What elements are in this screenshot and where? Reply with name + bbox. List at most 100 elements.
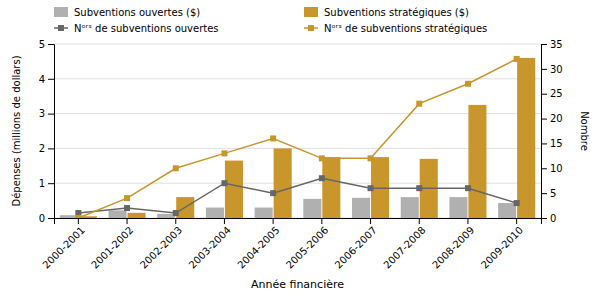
tick: 2004-2005 — [235, 218, 281, 271]
tick-mark — [541, 94, 547, 95]
tick-mark — [175, 218, 176, 224]
tick-label: 2 — [39, 143, 45, 154]
tick-label: 2001-2002 — [89, 224, 135, 270]
tick-label: 1 — [39, 178, 45, 189]
tick-mark — [541, 119, 547, 120]
bar — [322, 157, 340, 218]
legend-marker — [58, 25, 64, 31]
line-series — [75, 175, 519, 216]
marker — [416, 101, 422, 107]
tick: 1 — [39, 178, 54, 189]
tick: 15 — [541, 138, 563, 149]
bar — [498, 203, 516, 218]
tick-mark — [78, 218, 79, 224]
marker — [173, 165, 179, 171]
tick-mark — [419, 218, 420, 224]
legend-swatch — [54, 7, 68, 17]
marker — [319, 175, 325, 181]
y2-axis-title: Nombre — [579, 111, 590, 151]
x-axis-title: Année financière — [251, 278, 344, 291]
tick: 5 — [541, 188, 556, 199]
grid-line — [54, 78, 541, 79]
legend-item: Subventions stratégiques ($) — [304, 7, 469, 18]
tick-label: 2004-2005 — [235, 224, 281, 270]
tick-mark — [48, 148, 54, 149]
tick: 4 — [39, 74, 54, 85]
tick-label: 2007-2008 — [381, 224, 427, 270]
tick-mark — [48, 218, 54, 219]
legend-item: Subventions ouvertes ($) — [54, 7, 200, 18]
tick: 2005-2006 — [284, 218, 330, 271]
tick: 2002-2003 — [138, 218, 184, 271]
tick-mark — [541, 193, 547, 194]
tick-label: 35 — [550, 39, 563, 50]
legend-label: Subventions stratégiques ($) — [324, 7, 469, 18]
tick: 2006-2007 — [333, 218, 379, 271]
legend-item: Nᵒʳˢ de subventions stratégiques — [304, 23, 487, 34]
bar — [255, 208, 273, 218]
bar — [401, 197, 419, 218]
bar — [109, 210, 127, 218]
grid-line — [54, 183, 541, 184]
marker — [514, 56, 520, 62]
tick-mark — [541, 218, 547, 219]
tick: 10 — [541, 163, 563, 174]
tick-mark — [467, 218, 468, 224]
legend-swatch — [304, 7, 318, 17]
legend-marker — [308, 25, 314, 31]
tick-label: 2000-2001 — [41, 224, 87, 270]
legend-label: Nᵒʳˢ de subventions ouvertes — [74, 23, 219, 34]
tick-label: 5 — [39, 39, 45, 50]
tick-label: 25 — [550, 88, 563, 99]
bar — [352, 198, 370, 218]
line-series — [75, 56, 519, 218]
bar — [449, 197, 467, 218]
marker — [465, 185, 471, 191]
tick-mark — [224, 218, 225, 224]
tick-mark — [48, 183, 54, 184]
marker — [270, 135, 276, 141]
tick: 2003-2004 — [187, 218, 233, 271]
plot: 2000-20012001-20022002-20032003-20042004… — [11, 39, 590, 291]
marker — [221, 150, 227, 156]
legend-label: Nᵒʳˢ de subventions stratégiques — [324, 23, 487, 34]
chart-container: 2000-20012001-20022002-20032003-20042004… — [0, 0, 595, 296]
tick-mark — [321, 218, 322, 224]
grid-line — [54, 113, 541, 114]
bar — [274, 148, 292, 218]
legend: Subventions ouvertes ($) Subventions stra… — [54, 7, 487, 34]
bar — [468, 105, 486, 218]
tick: 2001-2002 — [89, 218, 135, 271]
marker — [221, 180, 227, 186]
bar — [60, 215, 78, 218]
bar — [517, 58, 535, 218]
tick-mark — [541, 143, 547, 144]
y2-axis: 0 5 10 15 20 25 30 35 — [541, 39, 563, 224]
bar — [128, 213, 146, 218]
tick-label: 0 — [550, 213, 556, 224]
marker — [368, 185, 374, 191]
grid-line — [54, 44, 541, 45]
tick: 30 — [541, 64, 563, 75]
tick-label: 2008-2009 — [430, 224, 476, 270]
tick-label: 10 — [550, 163, 563, 174]
bar — [225, 161, 243, 218]
tick: 3 — [39, 108, 54, 119]
tick-mark — [541, 44, 547, 45]
chart: 2000-20012001-20022002-20032003-20042004… — [0, 0, 595, 296]
tick-label: 2003-2004 — [187, 224, 233, 270]
bar — [157, 214, 175, 218]
x-axis: 2000-20012001-20022002-20032003-20042004… — [41, 218, 542, 271]
grid — [54, 44, 541, 218]
tick: 20 — [541, 113, 563, 124]
tick: 2007-2008 — [381, 218, 427, 271]
tick-label: 2006-2007 — [333, 224, 379, 270]
tick: 0 — [541, 213, 556, 224]
marker — [416, 185, 422, 191]
tick-label: 15 — [550, 138, 563, 149]
marker — [173, 210, 179, 216]
tick-label: 30 — [550, 64, 563, 75]
tick-mark — [516, 218, 517, 224]
tick-label: 2002-2003 — [138, 224, 184, 270]
line — [78, 178, 516, 213]
